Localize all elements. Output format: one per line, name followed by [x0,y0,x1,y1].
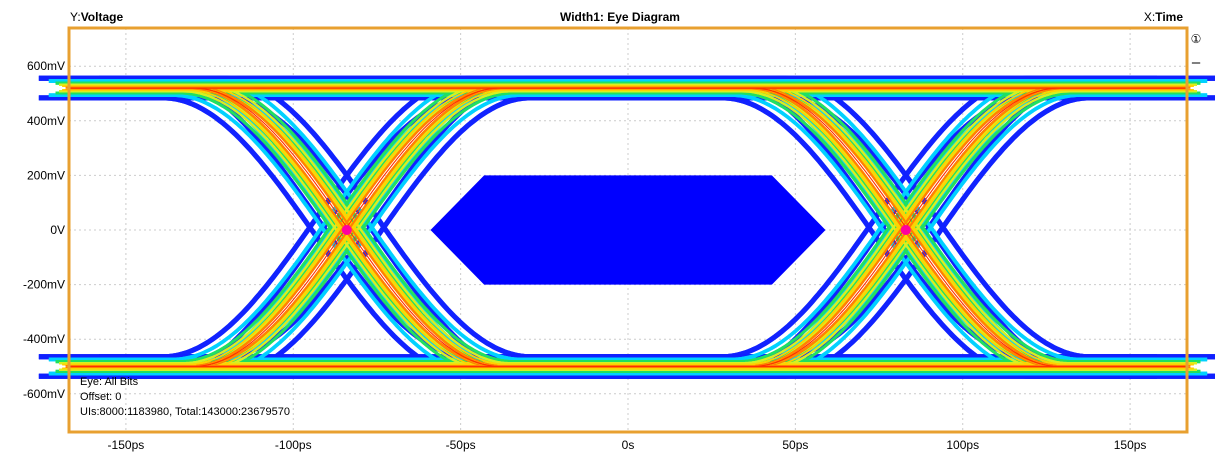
mask-layer [430,175,826,285]
y-tick-label: 0V [50,223,65,237]
y-axis-label: Y:Voltage [70,10,123,24]
eye-trace [89,93,1208,376]
eye-trace [89,79,1208,362]
x-tick-label: 100ps [946,438,979,452]
eye-info-box: Eye: All Bits Offset: 0 UIs:8000:1183980… [80,375,290,420]
y-tick-label: 600mV [27,59,65,73]
eye-trace [69,87,1187,367]
ui-count-label: UIs:8000:1183980, Total:143000:23679570 [80,406,290,418]
eye-trace [75,85,1194,366]
y-tick-labels: 600mV 400mV 200mV 0V -200mV -400mV -600mV [23,59,65,401]
y-tick-label: -400mV [23,332,65,346]
eye-trace [72,86,1191,367]
collapse-button[interactable]: – [1191,54,1201,71]
x-tick-label: 50ps [782,438,808,452]
y-tick-label: -600mV [23,387,65,401]
eye-trace [82,91,1201,373]
offset-label: Offset: 0 [80,391,122,403]
eye-trace [75,89,1194,370]
x-axis-name: Time [1155,10,1183,24]
x-tick-label: -150ps [108,438,145,452]
x-axis-prefix: X: [1143,10,1156,24]
eye-trace [82,81,1201,364]
y-tick-label: 400mV [27,114,65,128]
eye-trace [99,95,1215,379]
x-tick-label: -50ps [446,438,476,452]
plot-frame [67,26,1189,434]
eye-trace [99,75,1215,360]
eye-trace [79,90,1197,371]
x-tick-label: 150ps [1114,438,1147,452]
y-tick-label: -200mV [23,278,65,292]
y-axis-name: Voltage [80,10,124,24]
x-tick-labels: -150ps -100ps -50ps 0s 50ps 100ps 150ps [108,438,1147,452]
eye-trace [79,83,1197,365]
y-axis-prefix: Y: [70,10,81,24]
eye-trace [69,87,1187,367]
eye-traces [38,75,1215,379]
y-tick-label: 200mV [27,168,65,182]
eye-trace [79,83,1197,365]
eye-trace [72,88,1191,368]
marker-button[interactable]: ① [1190,32,1202,46]
eye-trace [72,86,1191,367]
eye-bits-label: Eye: All Bits [80,376,139,388]
x-tick-label: -100ps [275,438,312,452]
eye-trace [72,88,1191,368]
chart-title: Width1: Eye Diagram [560,10,680,24]
crossing-markers [341,225,911,235]
crossing-marker [900,225,911,235]
crossing-marker [341,225,352,235]
x-axis-label: X:Time [1144,10,1183,24]
eye-mask-polygon [430,175,826,285]
eye-trace [79,90,1197,371]
x-tick-label: 0s [622,438,635,452]
